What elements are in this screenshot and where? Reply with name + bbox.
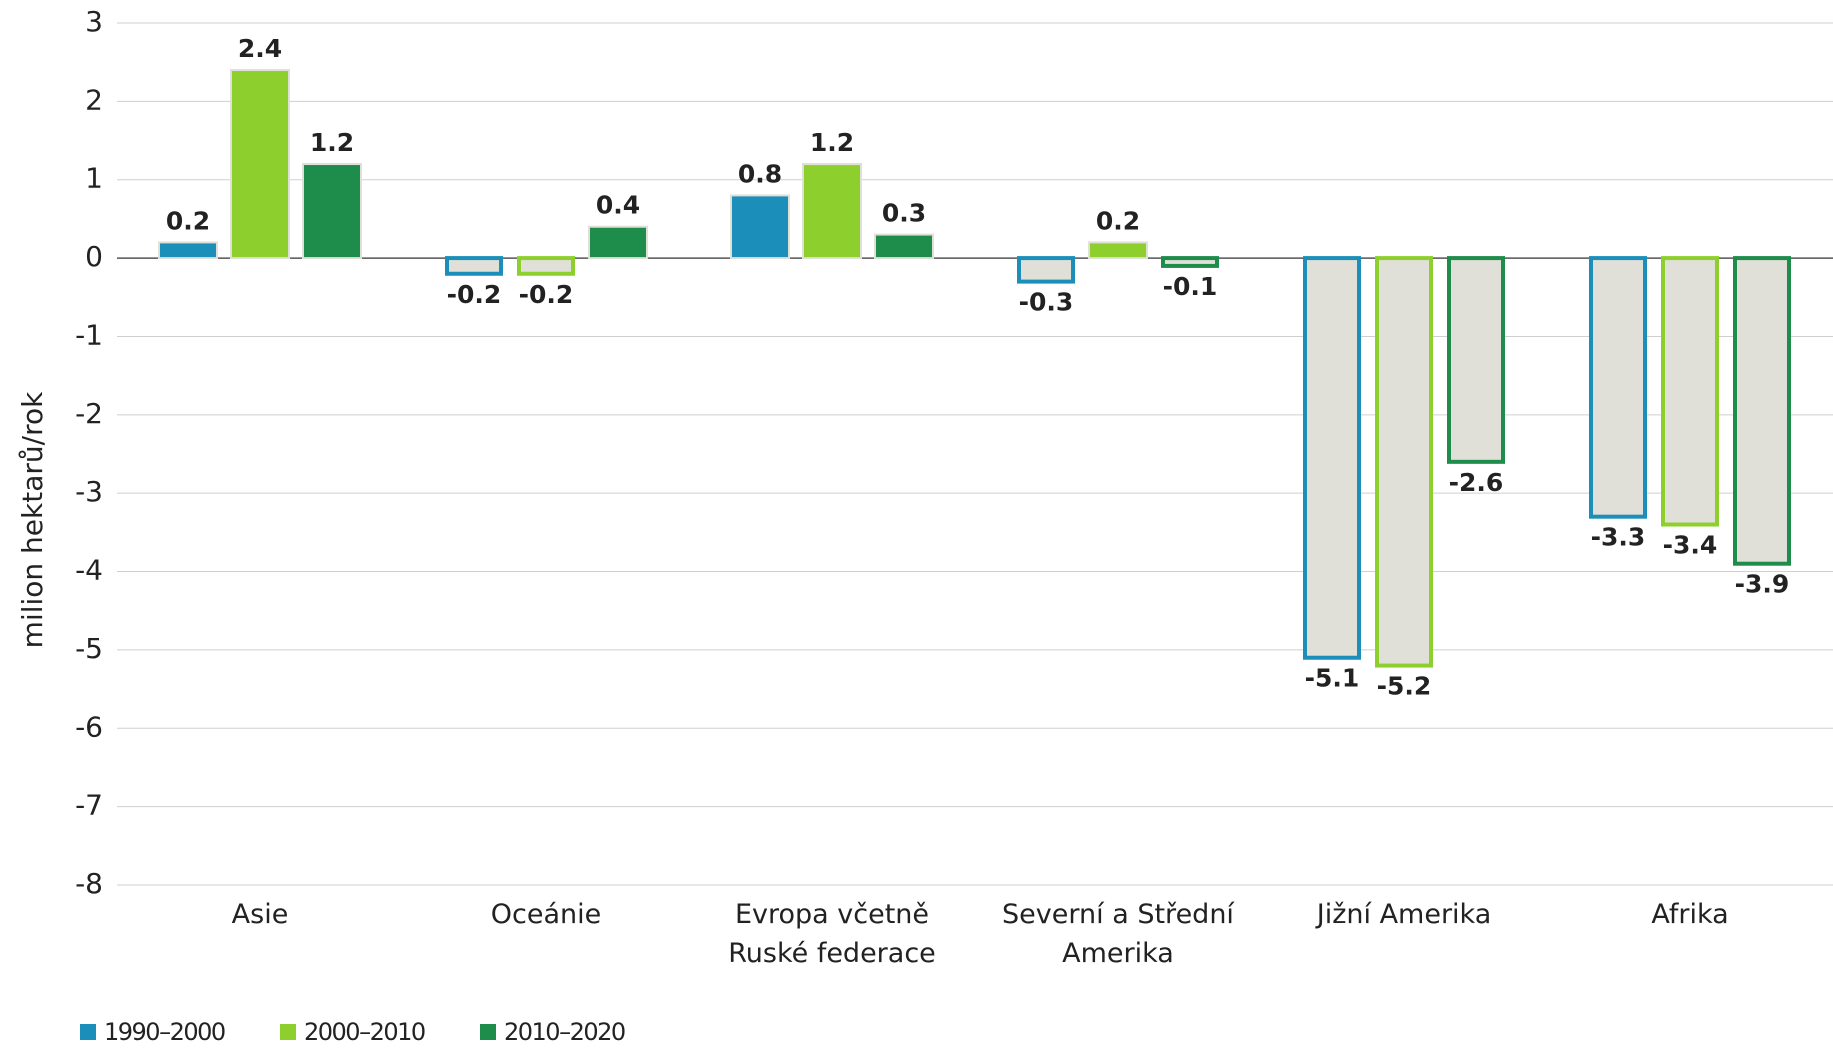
bar bbox=[1303, 256, 1361, 660]
value-label: 0.8 bbox=[738, 159, 782, 188]
x-tick-label: Jižní Amerika bbox=[1316, 899, 1492, 930]
legend-label: 2000–2010 bbox=[304, 1018, 425, 1046]
bar bbox=[1447, 256, 1505, 464]
x-tick-label-box: Severní a Střední Amerika bbox=[1002, 899, 1234, 970]
x-tick-label-box: Jižní Amerika bbox=[1316, 899, 1492, 930]
bar bbox=[445, 256, 503, 276]
value-label: 1.2 bbox=[310, 128, 354, 157]
y-tick-label: -4 bbox=[75, 554, 103, 587]
y-tick-label: 0 bbox=[85, 240, 103, 273]
y-tick-label: -8 bbox=[75, 867, 103, 900]
value-label: -2.6 bbox=[1449, 468, 1504, 497]
x-tick-label-box: Afrika bbox=[1651, 899, 1729, 930]
value-label: -0.1 bbox=[1163, 272, 1218, 301]
bar bbox=[730, 194, 790, 260]
value-label: -5.2 bbox=[1377, 672, 1432, 701]
value-label: 0.4 bbox=[596, 191, 640, 220]
legend-label: 2010–2020 bbox=[504, 1018, 625, 1046]
y-tick-label: 2 bbox=[85, 83, 103, 116]
value-label: -3.3 bbox=[1591, 523, 1646, 552]
bar bbox=[1017, 256, 1075, 284]
bar bbox=[158, 241, 218, 260]
bar bbox=[1375, 256, 1433, 668]
value-label: 1.2 bbox=[810, 128, 854, 157]
legend-swatch bbox=[280, 1024, 296, 1040]
value-label: -3.4 bbox=[1663, 531, 1718, 560]
y-tick-label: -7 bbox=[75, 789, 103, 822]
x-tick-label: Oceánie bbox=[490, 899, 602, 930]
y-tick-label: -6 bbox=[75, 710, 103, 743]
value-label: 0.3 bbox=[882, 199, 926, 228]
x-tick-label: Asie bbox=[231, 899, 289, 930]
bar bbox=[1733, 256, 1791, 566]
value-label: -0.3 bbox=[1019, 288, 1074, 317]
value-label: 2.4 bbox=[238, 34, 282, 63]
bar bbox=[588, 225, 648, 260]
legend-label: 1990–2000 bbox=[104, 1018, 225, 1046]
bar bbox=[1088, 241, 1148, 260]
legend-swatch bbox=[480, 1024, 496, 1040]
y-tick-label: 3 bbox=[85, 5, 103, 38]
bar bbox=[230, 69, 290, 260]
x-tick-label: Severní a Střední Amerika bbox=[1002, 899, 1234, 970]
value-label: 0.2 bbox=[1096, 206, 1140, 235]
bar bbox=[1589, 256, 1647, 519]
x-tick-label-box: Oceánie bbox=[490, 899, 602, 930]
bar bbox=[517, 256, 575, 276]
value-label: -0.2 bbox=[447, 280, 502, 309]
y-tick-label: -5 bbox=[75, 632, 103, 665]
legend-swatch bbox=[80, 1024, 96, 1040]
bar bbox=[874, 233, 934, 260]
value-label: 0.2 bbox=[166, 206, 210, 235]
y-tick-label: 1 bbox=[85, 162, 103, 195]
x-tick-label: Evropa včetně Ruské federace bbox=[728, 899, 936, 970]
bar bbox=[1661, 256, 1719, 527]
bar bbox=[1161, 256, 1219, 268]
value-label: -5.1 bbox=[1305, 664, 1360, 693]
y-axis-title: milion hektarů/rok bbox=[16, 391, 49, 648]
y-tick-label: -3 bbox=[75, 475, 103, 508]
x-tick-label-box: Evropa včetně Ruské federace bbox=[728, 899, 936, 970]
value-label: -3.9 bbox=[1735, 570, 1790, 599]
y-tick-label: -2 bbox=[75, 397, 103, 430]
y-tick-label: -1 bbox=[75, 318, 103, 351]
value-label: -0.2 bbox=[519, 280, 574, 309]
bar bbox=[302, 163, 362, 260]
x-tick-label: Afrika bbox=[1651, 899, 1729, 930]
bar bbox=[802, 163, 862, 260]
x-tick-label-box: Asie bbox=[231, 899, 289, 930]
